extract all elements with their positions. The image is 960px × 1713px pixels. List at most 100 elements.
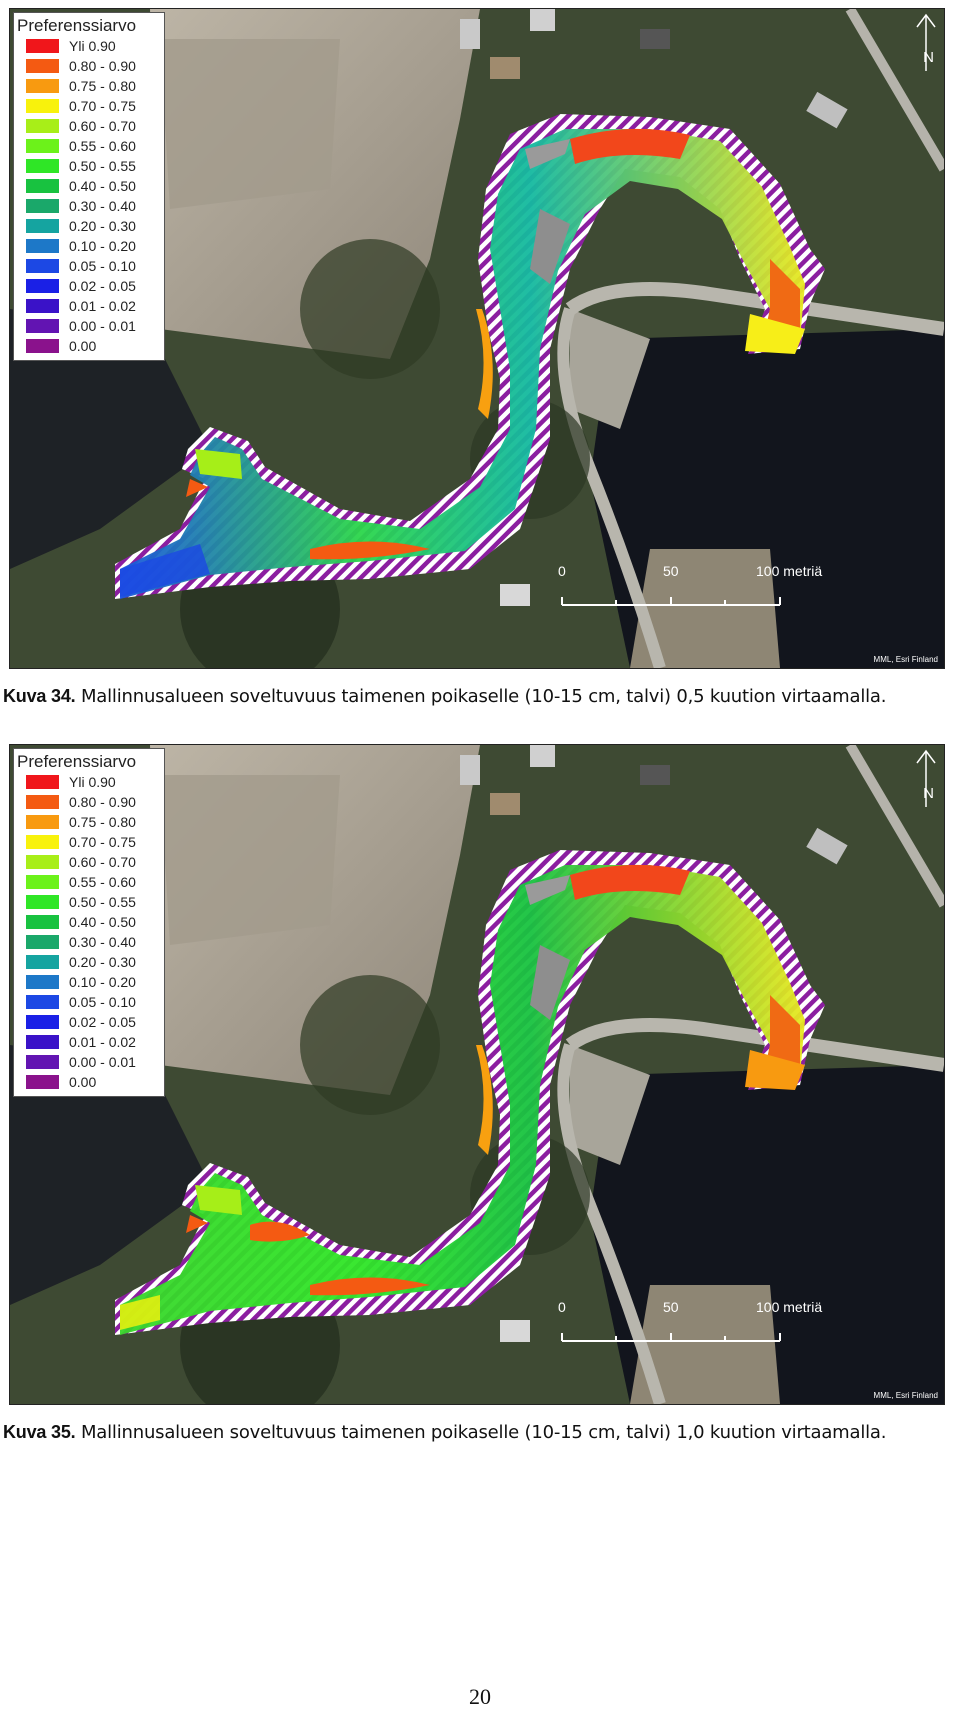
legend-item: 0.20 - 0.30: [14, 216, 164, 236]
map-legend: Preferenssiarvo Yli 0.90 0.80 - 0.90 0.75 …: [13, 748, 165, 1097]
legend-swatch: [26, 59, 59, 73]
legend-item: 0.00: [14, 1072, 164, 1092]
legend-swatch: [26, 815, 59, 829]
legend-title: Preferenssiarvo: [17, 752, 137, 771]
legend-label: 0.00: [69, 1074, 97, 1090]
legend-item: 0.75 - 0.80: [14, 812, 164, 832]
figure-caption-35: Kuva 35. Mallinnusalueen soveltuvuus tai…: [3, 1422, 958, 1443]
legend-label: 0.01 - 0.02: [69, 1034, 136, 1050]
legend-label: 0.50 - 0.55: [69, 158, 136, 174]
scale-bar-line: [561, 1333, 781, 1342]
legend-swatch: [26, 1075, 59, 1089]
legend-title: Preferenssiarvo: [17, 16, 137, 35]
map-legend: Preferenssiarvo Yli 0.90 0.80 - 0.90 0.75 …: [13, 12, 165, 361]
north-label: N: [923, 49, 934, 66]
legend-label: 0.01 - 0.02: [69, 298, 136, 314]
legend-item: 0.50 - 0.55: [14, 156, 164, 176]
legend-label: Yli 0.90: [69, 38, 116, 54]
legend-label: 0.70 - 0.75: [69, 834, 136, 850]
legend-label: 0.50 - 0.55: [69, 894, 136, 910]
legend-swatch: [26, 855, 59, 869]
legend-label: 0.30 - 0.40: [69, 934, 136, 950]
caption-text: Mallinnusalueen soveltuvuus taimenen poi…: [75, 686, 887, 707]
legend-item: 0.00 - 0.01: [14, 1052, 164, 1072]
legend-label: 0.02 - 0.05: [69, 278, 136, 294]
legend-swatch: [26, 875, 59, 889]
legend-swatch: [26, 119, 59, 133]
legend-label: 0.80 - 0.90: [69, 58, 136, 74]
legend-swatch: [26, 775, 59, 789]
legend-label: 0.75 - 0.80: [69, 78, 136, 94]
legend-rows: Yli 0.90 0.80 - 0.90 0.75 - 0.80 0.70 - 0.7…: [14, 36, 164, 356]
legend-item: 0.01 - 0.02: [14, 296, 164, 316]
legend-label: 0.55 - 0.60: [69, 138, 136, 154]
legend-label: Yli 0.90: [69, 774, 116, 790]
legend-label: 0.05 - 0.10: [69, 258, 136, 274]
scale-tick-100: 100 metriä: [756, 1299, 823, 1315]
legend-item: 0.01 - 0.02: [14, 1032, 164, 1052]
legend-swatch: [26, 995, 59, 1009]
legend-item: 0.02 - 0.05: [14, 276, 164, 296]
page-number: 20: [469, 1684, 491, 1709]
legend-swatch: [26, 259, 59, 273]
legend-swatch: [26, 955, 59, 969]
legend-rows: Yli 0.90 0.80 - 0.90 0.75 - 0.80 0.70 - 0.7…: [14, 772, 164, 1092]
legend-label: 0.00 - 0.01: [69, 1054, 136, 1070]
legend-label: 0.20 - 0.30: [69, 954, 136, 970]
legend-item: 0.70 - 0.75: [14, 96, 164, 116]
legend-label: 0.00: [69, 338, 97, 354]
legend-item: 0.05 - 0.10: [14, 992, 164, 1012]
legend-swatch: [26, 219, 59, 233]
scale-bar-line: [561, 597, 781, 606]
scale-tick-0: 0: [558, 1299, 566, 1315]
legend-swatch: [26, 199, 59, 213]
caption-label: Kuva 35.: [3, 1422, 76, 1442]
legend-item: 0.60 - 0.70: [14, 852, 164, 872]
habitat-suitability-map: [10, 745, 944, 1404]
legend-item: 0.02 - 0.05: [14, 1012, 164, 1032]
legend-label: 0.60 - 0.70: [69, 854, 136, 870]
legend-item: 0.00: [14, 336, 164, 356]
legend-swatch: [26, 895, 59, 909]
legend-label: 0.05 - 0.10: [69, 994, 136, 1010]
map-figure-35: Preferenssiarvo Yli 0.90 0.80 - 0.90 0.75 …: [9, 744, 945, 1405]
map-credit: MML, Esri Finland: [873, 1391, 938, 1400]
legend-label: 0.10 - 0.20: [69, 974, 136, 990]
legend-swatch: [26, 179, 59, 193]
legend-label: 0.60 - 0.70: [69, 118, 136, 134]
legend-swatch: [26, 299, 59, 313]
caption-text: Mallinnusalueen soveltuvuus taimenen poi…: [75, 1422, 887, 1443]
legend-item: 0.30 - 0.40: [14, 196, 164, 216]
north-label: N: [923, 785, 934, 802]
legend-item: 0.70 - 0.75: [14, 832, 164, 852]
legend-swatch: [26, 279, 59, 293]
legend-label: 0.10 - 0.20: [69, 238, 136, 254]
map-figure-34: Preferenssiarvo Yli 0.90 0.80 - 0.90 0.75 …: [9, 8, 945, 669]
legend-swatch: [26, 835, 59, 849]
legend-item: 0.75 - 0.80: [14, 76, 164, 96]
legend-item: 0.20 - 0.30: [14, 952, 164, 972]
legend-swatch: [26, 99, 59, 113]
caption-label: Kuva 34.: [3, 686, 76, 706]
legend-item: 0.30 - 0.40: [14, 932, 164, 952]
scale-bar: 0 50 100 metriä: [558, 1299, 822, 1345]
scale-bar: 0 50 100 metriä: [558, 563, 822, 609]
legend-swatch: [26, 139, 59, 153]
legend-item: 0.55 - 0.60: [14, 136, 164, 156]
legend-swatch: [26, 239, 59, 253]
legend-label: 0.40 - 0.50: [69, 178, 136, 194]
scale-tick-50: 50: [663, 563, 679, 579]
legend-item: 0.80 - 0.90: [14, 56, 164, 76]
legend-label: 0.40 - 0.50: [69, 914, 136, 930]
legend-swatch: [26, 39, 59, 53]
legend-item: 0.40 - 0.50: [14, 176, 164, 196]
legend-label: 0.20 - 0.30: [69, 218, 136, 234]
legend-label: 0.30 - 0.40: [69, 198, 136, 214]
legend-label: 0.75 - 0.80: [69, 814, 136, 830]
legend-swatch: [26, 795, 59, 809]
legend-item: 0.10 - 0.20: [14, 972, 164, 992]
legend-swatch: [26, 1035, 59, 1049]
legend-item: 0.60 - 0.70: [14, 116, 164, 136]
north-arrow-icon: [916, 749, 936, 807]
legend-item: 0.50 - 0.55: [14, 892, 164, 912]
